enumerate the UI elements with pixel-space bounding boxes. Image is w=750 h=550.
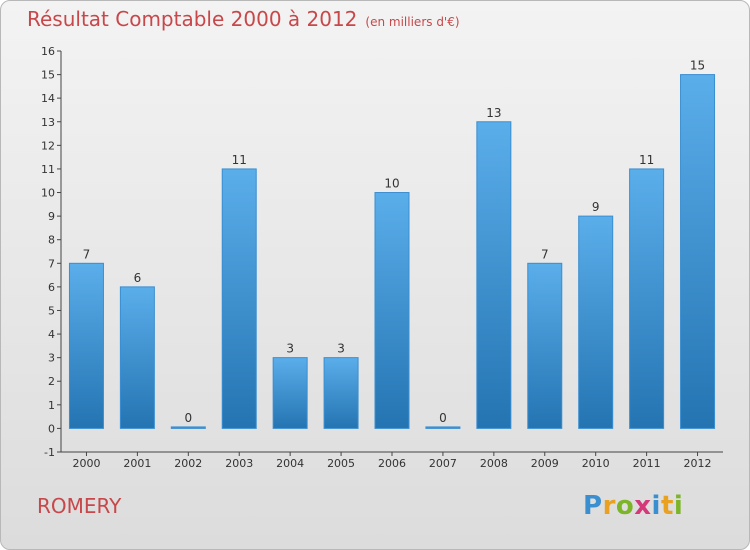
value-label: 7 xyxy=(83,247,91,261)
y-tick-label: 10 xyxy=(41,187,55,200)
bar xyxy=(119,286,155,429)
x-tick-label: 2012 xyxy=(684,457,712,470)
logo-letter: i xyxy=(651,491,661,521)
x-tick-label: 2011 xyxy=(633,457,661,470)
x-tick-label: 2008 xyxy=(480,457,508,470)
logo-letter: x xyxy=(634,491,652,521)
y-tick-label: 0 xyxy=(48,422,55,435)
logo-letter: i xyxy=(673,491,684,521)
logo-letter: P xyxy=(583,491,603,521)
x-tick-label: 2009 xyxy=(531,457,559,470)
bar xyxy=(629,168,665,429)
y-tick-label: 7 xyxy=(48,257,55,270)
x-tick-label: 2004 xyxy=(276,457,304,470)
y-tick-label: 13 xyxy=(41,116,55,129)
bar xyxy=(578,215,614,429)
value-label: 9 xyxy=(592,200,600,214)
logo-letter: o xyxy=(615,491,635,521)
bar xyxy=(221,168,257,429)
chart-title: Résultat Comptable 2000 à 2012 (en millie… xyxy=(27,7,460,31)
proxiti-logo: Proxiti xyxy=(583,491,683,521)
value-label: 6 xyxy=(134,271,142,285)
value-label: 3 xyxy=(286,342,294,356)
value-label: 0 xyxy=(184,411,192,425)
bar xyxy=(272,357,308,429)
value-label: 11 xyxy=(639,153,654,167)
y-tick-label: 12 xyxy=(41,139,55,152)
y-tick-label: 1 xyxy=(48,399,55,412)
bar xyxy=(476,121,512,429)
x-tick-label: 2002 xyxy=(174,457,202,470)
y-tick-label: -1 xyxy=(44,446,55,459)
chart-unit: (en milliers d'€) xyxy=(365,15,460,29)
x-tick-label: 2003 xyxy=(225,457,253,470)
logo-letter: r xyxy=(602,491,616,521)
y-tick-label: 11 xyxy=(41,163,55,176)
bar xyxy=(323,357,359,429)
bar xyxy=(425,426,461,429)
value-label: 11 xyxy=(232,153,247,167)
y-tick-label: 15 xyxy=(41,69,55,82)
value-label: 15 xyxy=(690,59,705,73)
bar xyxy=(680,74,716,429)
y-tick-label: 16 xyxy=(41,45,55,58)
chart-title-text: Résultat Comptable 2000 à 2012 xyxy=(27,7,358,31)
bar xyxy=(527,262,563,429)
x-tick-label: 2010 xyxy=(582,457,610,470)
logo-letter: t xyxy=(660,491,674,521)
value-label: 0 xyxy=(439,411,447,425)
value-label: 7 xyxy=(541,247,549,261)
x-tick-label: 2007 xyxy=(429,457,457,470)
y-tick-label: 6 xyxy=(48,281,55,294)
bar xyxy=(374,192,410,429)
value-label: 13 xyxy=(486,106,501,120)
bar xyxy=(170,426,206,429)
x-tick-label: 2001 xyxy=(123,457,151,470)
bar xyxy=(68,262,104,429)
town-name: ROMERY xyxy=(37,494,122,518)
y-tick-label: 14 xyxy=(41,92,55,105)
y-tick-label: 5 xyxy=(48,304,55,317)
y-tick-label: 2 xyxy=(48,375,55,388)
y-tick-label: 9 xyxy=(48,210,55,223)
y-tick-label: 3 xyxy=(48,352,55,365)
value-label: 3 xyxy=(337,342,345,356)
y-tick-label: 8 xyxy=(48,234,55,247)
x-tick-label: 2005 xyxy=(327,457,355,470)
value-label: 10 xyxy=(384,177,399,191)
x-tick-label: 2000 xyxy=(72,457,100,470)
y-tick-label: 4 xyxy=(48,328,55,341)
x-tick-label: 2006 xyxy=(378,457,406,470)
